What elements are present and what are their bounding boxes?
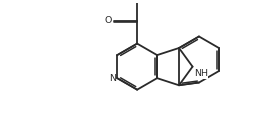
Text: N: N xyxy=(109,74,116,83)
Text: NH: NH xyxy=(194,69,208,78)
Text: O: O xyxy=(104,16,112,25)
Text: NH: NH xyxy=(140,0,154,2)
